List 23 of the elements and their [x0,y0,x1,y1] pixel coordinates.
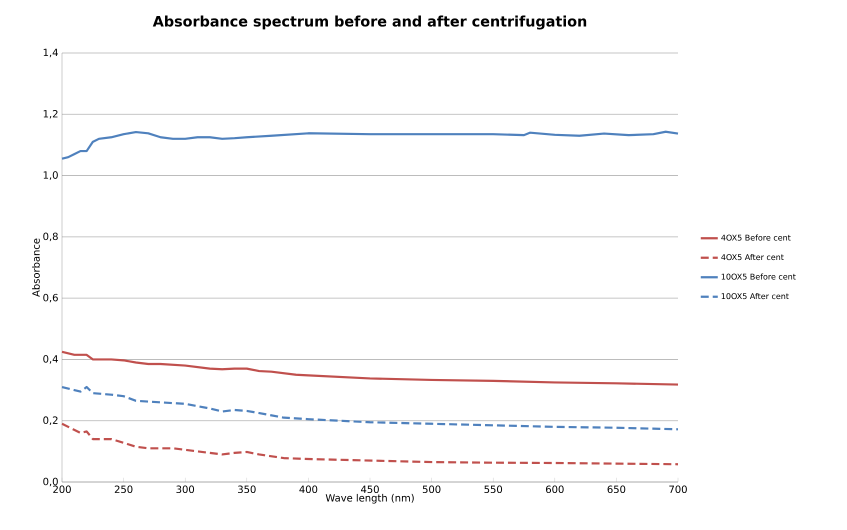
x-tick-label: 400 [299,486,318,494]
x-axis-title: Wave length (nm) [326,494,414,504]
x-tick-label: 250 [114,486,132,494]
x-tick-label: 700 [669,486,687,494]
x-tick-label: 350 [238,486,256,494]
x-tick-label: 300 [176,486,194,494]
chart-title: Absorbance spectrum before and after centrifugation [152,16,586,30]
x-tick-label: 600 [546,486,564,494]
y-tick-label: 1,2 [44,110,58,119]
line-series [60,350,680,386]
y-tick-label: 0,0 [43,478,58,486]
y-tick-label: 0,6 [43,294,58,302]
y-tick-label: 0,2 [43,416,58,425]
x-tick-label: 450 [360,486,379,494]
y-tick-label: 1,4 [44,48,58,58]
x-tick-label: 650 [608,486,626,494]
x-tick-label: 500 [422,486,440,494]
x-tick-label: 200 [53,486,71,494]
y-tick-label: 1,0 [44,171,58,180]
y-tick-label: 0,8 [43,232,58,242]
y-tick-label: 0,4 [43,355,58,364]
x-tick-label: 550 [484,486,502,494]
y-axis-title: Absorbance [32,238,40,297]
